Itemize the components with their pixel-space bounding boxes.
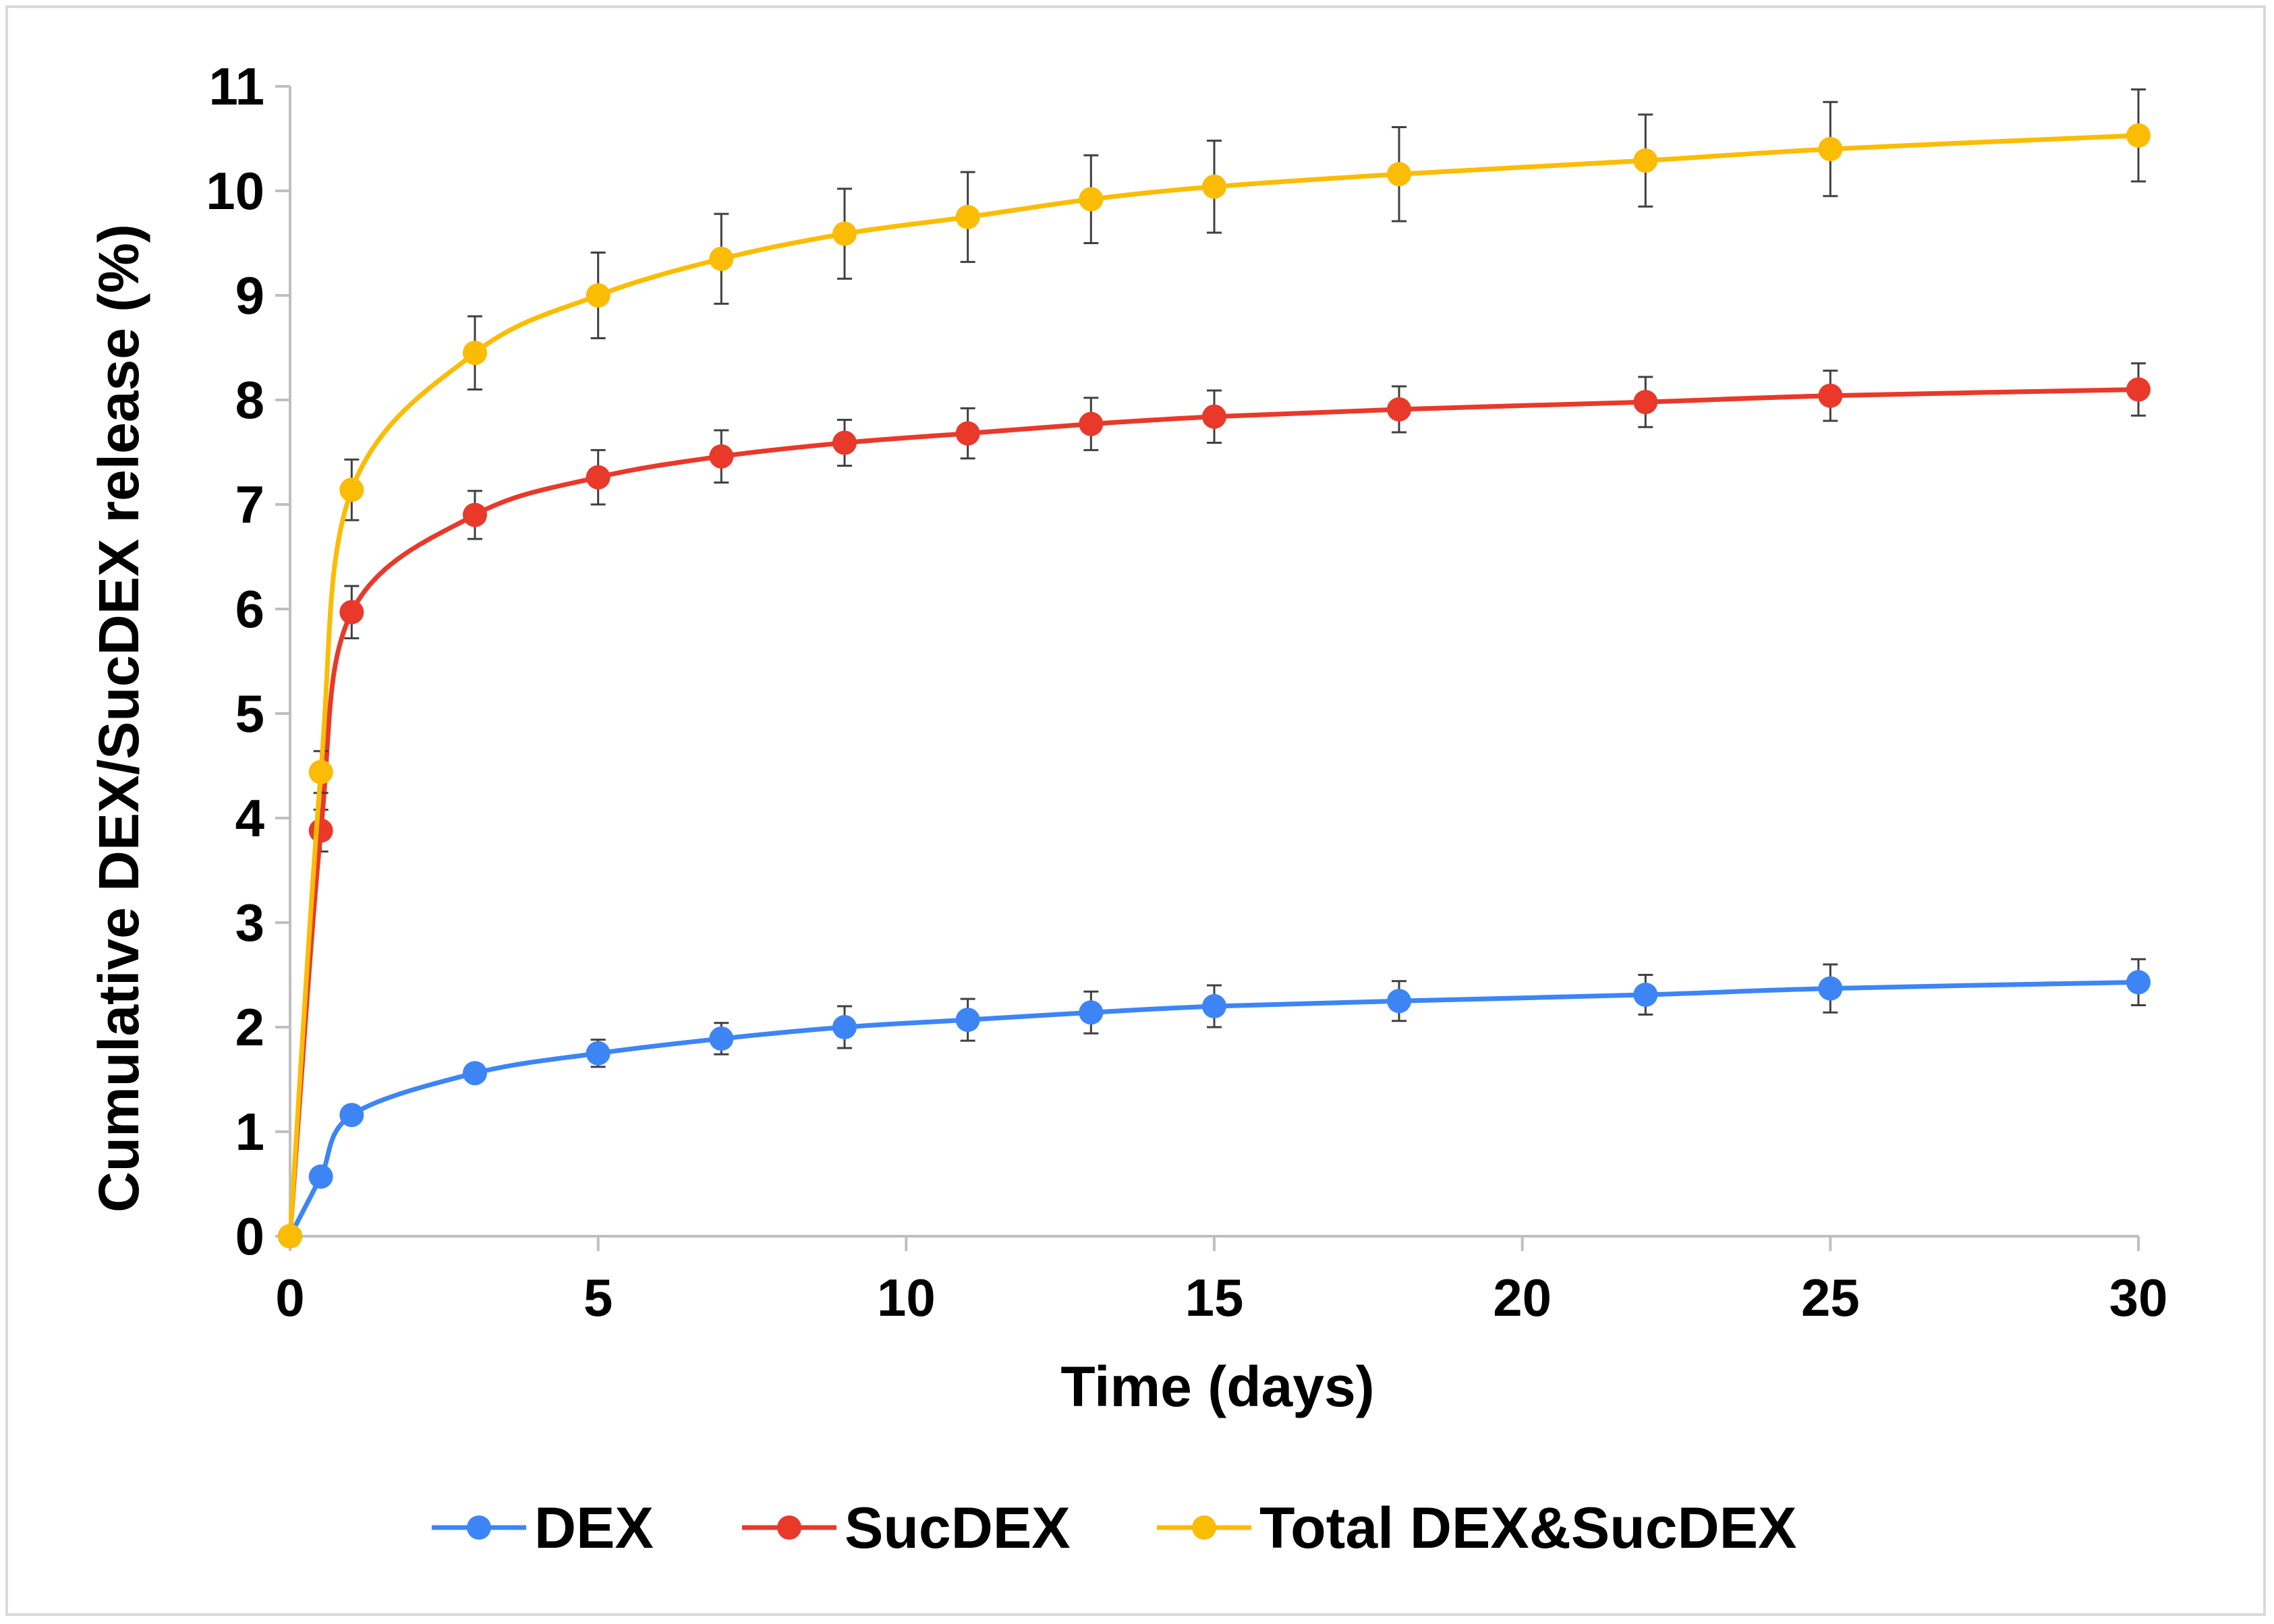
x-tick-label: 5 xyxy=(584,1268,613,1327)
x-tick-label: 15 xyxy=(1185,1268,1244,1327)
data-point xyxy=(586,1041,610,1066)
data-point xyxy=(1079,1000,1104,1025)
data-point xyxy=(955,1008,980,1033)
y-tick-label: 6 xyxy=(235,579,264,639)
x-tick-label: 25 xyxy=(1801,1268,1860,1327)
data-point xyxy=(1633,390,1658,415)
data-point xyxy=(463,1061,487,1086)
data-point xyxy=(1202,994,1226,1018)
x-tick-label: 20 xyxy=(1493,1268,1552,1327)
data-point xyxy=(2126,123,2151,148)
data-point xyxy=(339,600,364,625)
data-point xyxy=(339,1103,364,1128)
data-point xyxy=(278,1224,302,1248)
data-point xyxy=(832,221,857,246)
data-point xyxy=(709,1026,734,1051)
y-tick-label: 8 xyxy=(235,370,264,430)
legend-label: DEX xyxy=(534,1496,654,1561)
y-tick-label: 2 xyxy=(235,997,264,1057)
data-point xyxy=(1387,989,1411,1014)
data-point xyxy=(709,246,734,271)
y-tick-label: 10 xyxy=(206,161,264,221)
x-tick-label: 10 xyxy=(877,1268,936,1327)
legend-marker xyxy=(1192,1515,1216,1540)
y-tick-label: 7 xyxy=(235,475,264,534)
y-tick-label: 1 xyxy=(235,1102,264,1161)
legend-label: Total DEX&SucDEX xyxy=(1259,1496,1796,1561)
axes xyxy=(275,85,2140,1251)
y-tick-label: 11 xyxy=(209,57,264,116)
data-point xyxy=(1633,148,1658,173)
x-tick-labels: 0 5 10 15 20 25 30 xyxy=(275,1268,2167,1327)
x-tick-label: 0 xyxy=(275,1268,304,1327)
y-tick-label: 5 xyxy=(235,684,264,743)
legend: DEX SucDEX Total DEX&SucDEX xyxy=(432,1496,1796,1561)
data-point xyxy=(586,465,610,490)
data-point xyxy=(1202,174,1226,199)
series-line xyxy=(287,133,2139,1237)
data-point xyxy=(1079,411,1104,436)
data-point xyxy=(1818,383,1843,408)
legend-item: SucDEX xyxy=(742,1496,1071,1561)
data-point xyxy=(1079,187,1104,212)
series-line xyxy=(287,387,2139,1237)
series-total-dex-sucdex xyxy=(278,88,2151,1248)
data-point xyxy=(832,430,857,455)
legend-marker xyxy=(777,1515,801,1540)
data-point xyxy=(1633,982,1658,1007)
legend-marker xyxy=(467,1515,491,1540)
data-point xyxy=(586,283,610,308)
y-tick-labels: 0 1 2 3 4 5 6 7 8 9 10 11 xyxy=(206,57,264,1266)
data-point xyxy=(1387,162,1411,187)
series-layer xyxy=(278,88,2151,1248)
data-point xyxy=(1202,404,1226,429)
data-point xyxy=(339,477,364,502)
y-tick-label: 3 xyxy=(235,893,264,952)
legend-item: Total DEX&SucDEX xyxy=(1157,1496,1796,1561)
data-point xyxy=(709,444,734,469)
data-point xyxy=(463,341,487,366)
y-tick-label: 9 xyxy=(235,266,264,325)
data-point xyxy=(955,421,980,446)
legend-label: SucDEX xyxy=(845,1496,1071,1561)
data-point xyxy=(1387,397,1411,422)
data-point xyxy=(1818,137,1843,161)
series-line xyxy=(287,979,2139,1238)
data-point xyxy=(308,818,333,843)
data-point xyxy=(2126,970,2151,995)
data-point xyxy=(955,204,980,229)
legend-item: DEX xyxy=(432,1496,654,1561)
data-point xyxy=(1818,976,1843,1001)
series-sucdex xyxy=(278,362,2151,1248)
data-point xyxy=(308,1164,333,1189)
series-dex xyxy=(278,958,2151,1248)
data-point xyxy=(308,759,333,784)
data-point xyxy=(832,1015,857,1039)
x-tick-label: 30 xyxy=(2109,1268,2168,1327)
y-tick-label: 0 xyxy=(235,1207,264,1266)
y-axis-title: Cumulative DEX/SucDEX release (%) xyxy=(87,224,150,1213)
data-point xyxy=(2126,377,2151,402)
chart-frame xyxy=(5,5,2266,1616)
data-point xyxy=(463,502,487,527)
x-axis-title: Time (days) xyxy=(1060,1355,1374,1418)
y-tick-label: 4 xyxy=(235,788,264,848)
